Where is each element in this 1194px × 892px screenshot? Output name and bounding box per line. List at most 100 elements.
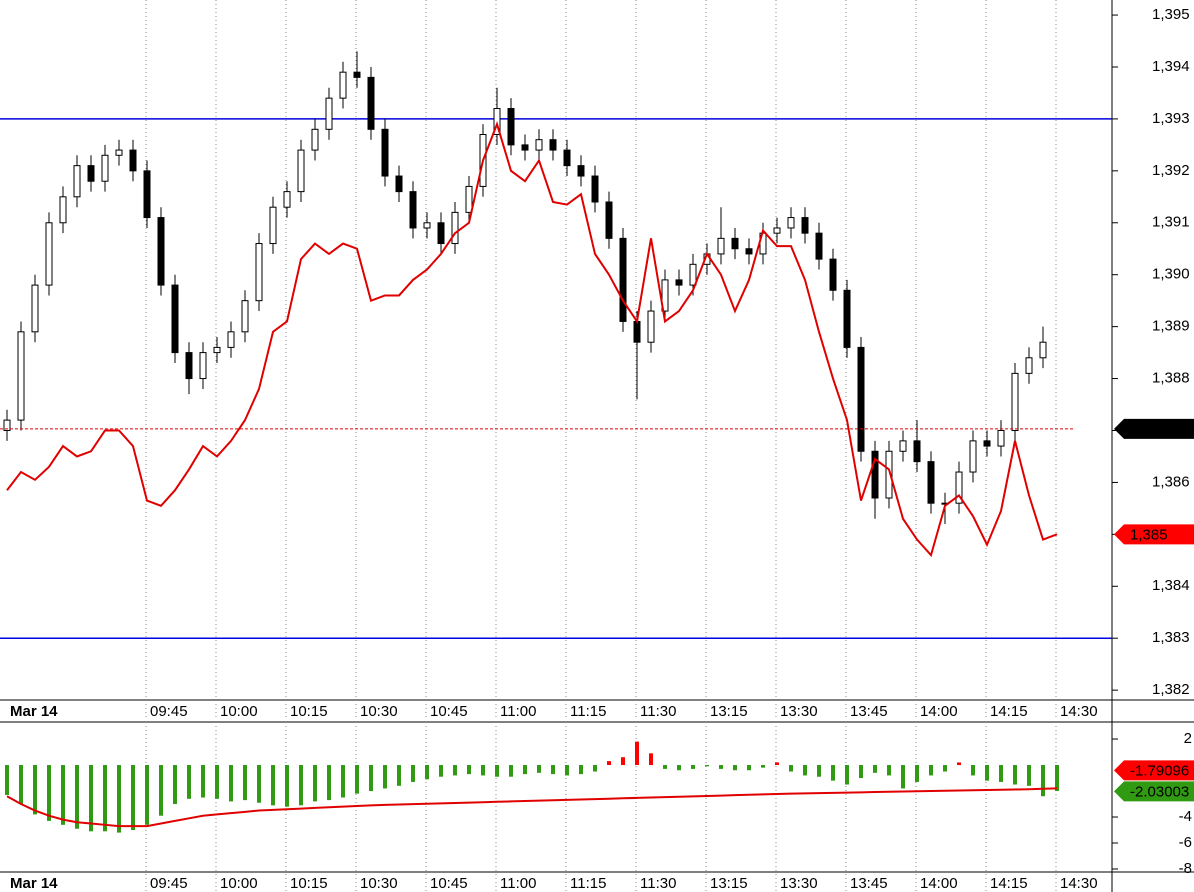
x-tick-label: Mar 14 — [10, 875, 58, 892]
candle-body — [591, 175, 599, 203]
value-tag-label: 1,385 — [1130, 526, 1168, 543]
candle-body — [787, 217, 795, 229]
bar — [579, 765, 583, 775]
x-tick-label: 11:30 — [640, 703, 676, 720]
candle-body — [31, 284, 39, 333]
candle-body — [801, 217, 809, 234]
candle-body — [871, 450, 879, 499]
candle-body — [157, 217, 165, 286]
candle-body — [745, 248, 753, 255]
bar — [495, 765, 499, 777]
bar — [103, 765, 107, 832]
candle-body — [353, 71, 361, 78]
candle-body — [339, 71, 347, 99]
candle-body — [689, 263, 697, 286]
x-tick-label: 11:00 — [500, 875, 536, 892]
bar — [61, 765, 65, 825]
bar — [789, 765, 793, 772]
candle-body — [983, 440, 991, 447]
candle-body — [73, 165, 81, 198]
candle-body — [829, 258, 837, 291]
bar — [733, 765, 737, 771]
bar — [215, 765, 219, 799]
candle-body — [563, 149, 571, 167]
bar — [397, 765, 401, 786]
x-tick-label: 13:15 — [710, 875, 748, 892]
bar — [971, 765, 975, 776]
bar — [635, 741, 639, 766]
bar — [957, 762, 961, 766]
bar — [481, 765, 485, 776]
bar — [551, 765, 555, 775]
x-tick-label: 10:00 — [220, 875, 258, 892]
bar — [999, 765, 1003, 782]
x-tick-label: 14:00 — [920, 875, 958, 892]
candle-body — [857, 346, 865, 452]
x-tick-label: 13:15 — [710, 703, 748, 720]
y-tick-label: -8 — [1179, 860, 1192, 877]
y-tick-label: 1,383 — [1152, 629, 1190, 646]
candle-body — [423, 222, 431, 229]
bar — [355, 765, 359, 794]
x-tick-label: 10:30 — [360, 875, 398, 892]
y-tick-label: -4 — [1179, 808, 1192, 825]
bar — [677, 765, 681, 771]
bar — [271, 765, 275, 806]
bar — [901, 765, 905, 789]
bar — [341, 765, 345, 798]
y-tick-label: 1,394 — [1152, 58, 1190, 75]
bar — [159, 765, 163, 816]
candle-body — [367, 76, 375, 130]
candle-body — [409, 191, 417, 229]
bar — [761, 765, 765, 768]
candle-body — [507, 108, 515, 146]
y-tick-label: -6 — [1179, 834, 1192, 851]
candle-body — [395, 175, 403, 193]
candle-body — [227, 331, 235, 348]
value-tag — [1114, 781, 1194, 802]
value-tag — [1114, 418, 1194, 439]
candle-body — [899, 440, 907, 452]
candle-body — [535, 139, 543, 151]
x-tick-label: 09:45 — [150, 875, 188, 892]
candle-body — [87, 165, 95, 182]
bar — [593, 765, 597, 772]
candle-body — [1025, 357, 1033, 374]
candle-body — [241, 300, 249, 333]
bar — [803, 765, 807, 776]
x-tick-label: 14:30 — [1060, 703, 1098, 720]
candle-body — [1011, 372, 1019, 431]
bar — [383, 765, 387, 789]
bar — [1041, 765, 1045, 797]
bar — [299, 765, 303, 806]
bar — [523, 765, 527, 775]
bar — [131, 765, 135, 831]
candle-body — [731, 237, 739, 250]
value-tag-label: -1.79096 — [1130, 762, 1189, 779]
x-tick-label: 13:45 — [850, 875, 888, 892]
value-tag-label: -2.03003 — [1130, 783, 1189, 800]
value-tag — [1114, 760, 1194, 781]
bar — [285, 765, 289, 807]
candle-body — [1039, 341, 1047, 359]
bar — [173, 765, 177, 805]
candle-body — [325, 97, 333, 130]
x-tick-label: 11:30 — [640, 875, 676, 892]
x-tick-label: 14:15 — [990, 875, 1028, 892]
y-tick-label: 1,393 — [1152, 110, 1190, 127]
bar — [47, 765, 51, 821]
candle-body — [213, 346, 221, 354]
candle-body — [577, 165, 585, 177]
bar — [887, 765, 891, 776]
y-tick-label: 1,388 — [1152, 370, 1190, 387]
bar — [19, 765, 23, 805]
x-tick-label: Mar 14 — [10, 703, 58, 720]
bar — [411, 765, 415, 782]
bar — [607, 761, 611, 766]
candle-body — [311, 128, 319, 151]
bar — [565, 765, 569, 776]
candle-body — [101, 154, 109, 182]
bar — [439, 765, 443, 777]
candle-body — [675, 279, 683, 286]
candle-body — [773, 227, 781, 234]
